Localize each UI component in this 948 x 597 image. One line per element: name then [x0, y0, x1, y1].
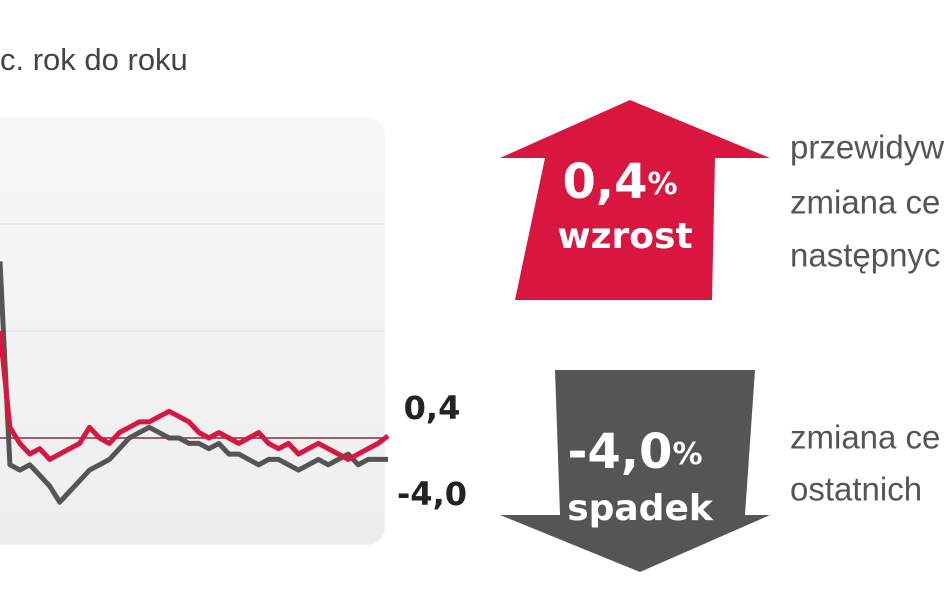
side-text: zmiana ce	[790, 184, 940, 221]
plot: -4,0 0,4	[0, 261, 467, 513]
subtitle: c. rok do roku	[0, 42, 188, 77]
side-text: ostatnich	[790, 471, 922, 508]
data-line	[0, 261, 388, 505]
side-text: następnyc	[790, 237, 940, 274]
side-text: przewidyw	[790, 129, 944, 166]
down-arrow	[500, 370, 770, 572]
up-value: 0,4%	[562, 154, 677, 210]
up-label: wzrost	[557, 216, 692, 257]
down-label: spadek	[567, 488, 714, 529]
down-value: -4,0%	[567, 424, 702, 480]
data-line	[0, 330, 390, 462]
side-text: zmiana ce	[790, 419, 940, 456]
up-arrow	[500, 100, 770, 300]
value-label: -4,0	[397, 475, 467, 513]
value-label: 0,4	[404, 389, 461, 427]
